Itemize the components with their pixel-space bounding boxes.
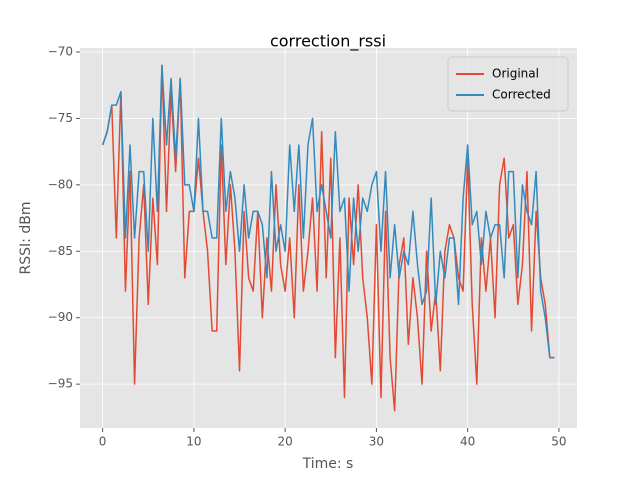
y-tick-label: −90 xyxy=(48,310,73,324)
y-tick-label: −70 xyxy=(48,44,73,58)
x-tick-label: 50 xyxy=(551,435,566,449)
y-tick-label: −75 xyxy=(48,111,73,125)
legend-box xyxy=(447,56,569,112)
x-tick-label: 30 xyxy=(369,435,384,449)
x-axis-label: Time: s xyxy=(302,456,354,472)
chart-title: correction_rssi xyxy=(270,32,386,52)
x-tick-label: 20 xyxy=(278,435,293,449)
legend-label: Corrected xyxy=(492,88,551,102)
x-tick-label: 40 xyxy=(460,435,475,449)
y-tick-label: −95 xyxy=(48,377,73,391)
y-tick-label: −85 xyxy=(48,244,73,258)
x-tick-label: 10 xyxy=(186,435,201,449)
data-line xyxy=(101,64,555,359)
y-axis-label: RSSI: dBm xyxy=(18,202,34,275)
y-tick-label: −80 xyxy=(48,177,73,191)
x-tick-label: 0 xyxy=(99,435,107,449)
legend-label: Original xyxy=(492,67,539,81)
